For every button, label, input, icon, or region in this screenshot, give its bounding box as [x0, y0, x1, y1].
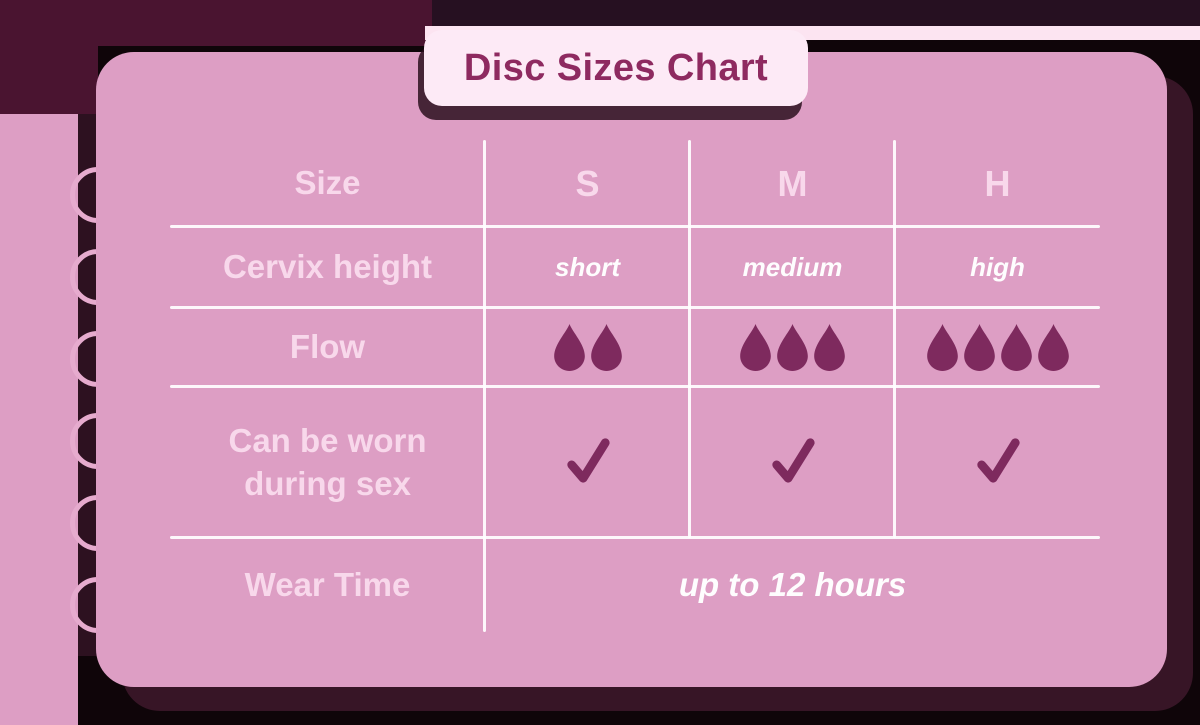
- wear-value-cell: up to 12 hours: [485, 538, 1100, 632]
- droplet-group: [553, 324, 622, 371]
- droplet-icon: [553, 324, 585, 371]
- header-cell-s: S: [485, 140, 690, 227]
- cervix-value-cell: medium: [690, 227, 895, 308]
- row-label: Cervix height: [222, 248, 433, 286]
- flow-value-cell: [895, 308, 1100, 387]
- table-divider: [688, 140, 691, 538]
- check-icon: [771, 438, 815, 483]
- page-title: Disc Sizes Chart: [463, 46, 769, 89]
- row-label: Can be worn during sex: [228, 421, 427, 502]
- droplet-group: [740, 324, 845, 371]
- droplet-icon: [1037, 324, 1069, 371]
- check-icon: [566, 438, 610, 483]
- cervix-label-cell: Cervix height: [170, 227, 485, 308]
- table-divider: [170, 306, 1100, 309]
- size-letter: H: [984, 162, 1011, 204]
- cervix-value: high: [970, 252, 1025, 282]
- cervix-value-cell: short: [485, 227, 690, 308]
- droplet-group: [926, 324, 1069, 371]
- flow-label-cell: Flow: [170, 308, 485, 387]
- flow-value-cell: [690, 308, 895, 387]
- droplet-icon: [777, 324, 808, 371]
- droplet-icon: [926, 324, 958, 371]
- header-cell-h: H: [895, 140, 1100, 227]
- wear-label-cell: Wear Time: [170, 538, 485, 632]
- table-divider: [893, 140, 896, 538]
- size-letter: S: [575, 162, 600, 204]
- size-letter: M: [777, 162, 808, 204]
- flow-value-cell: [485, 308, 690, 387]
- table-grid: Size S M H Cervix height short: [170, 140, 1100, 632]
- table-divider: [483, 140, 486, 632]
- droplet-icon: [1000, 324, 1032, 371]
- chart-card: Size S M H Cervix height short: [96, 52, 1167, 687]
- droplet-icon: [814, 324, 845, 371]
- wear-time-value: up to 12 hours: [678, 566, 907, 603]
- check-icon: [976, 438, 1020, 483]
- cervix-value: short: [555, 252, 620, 282]
- cervix-value-cell: high: [895, 227, 1100, 308]
- check-slot: [563, 435, 613, 490]
- row-label: Flow: [289, 328, 366, 366]
- check-slot: [768, 435, 818, 490]
- disc-sizes-table: Size S M H Cervix height short: [170, 140, 1100, 632]
- sex-label-cell: Can be worn during sex: [170, 387, 485, 538]
- header-cell-size: Size: [170, 140, 485, 227]
- droplet-icon: [963, 324, 995, 371]
- cervix-value: medium: [742, 252, 843, 282]
- row-label: Size: [294, 164, 361, 202]
- sex-value-cell: [485, 387, 690, 538]
- droplet-icon: [590, 324, 622, 371]
- title-badge: Disc Sizes Chart: [424, 30, 808, 106]
- row-label: Wear Time: [244, 565, 411, 603]
- purple-backdrop-left: [0, 0, 98, 120]
- check-slot: [973, 435, 1023, 490]
- droplet-icon: [740, 324, 771, 371]
- table-divider: [170, 536, 1100, 539]
- sex-value-cell: [690, 387, 895, 538]
- table-divider: [170, 385, 1100, 388]
- sex-value-cell: [895, 387, 1100, 538]
- left-pink-column: [0, 114, 78, 725]
- header-cell-m: M: [690, 140, 895, 227]
- table-divider: [170, 225, 1100, 228]
